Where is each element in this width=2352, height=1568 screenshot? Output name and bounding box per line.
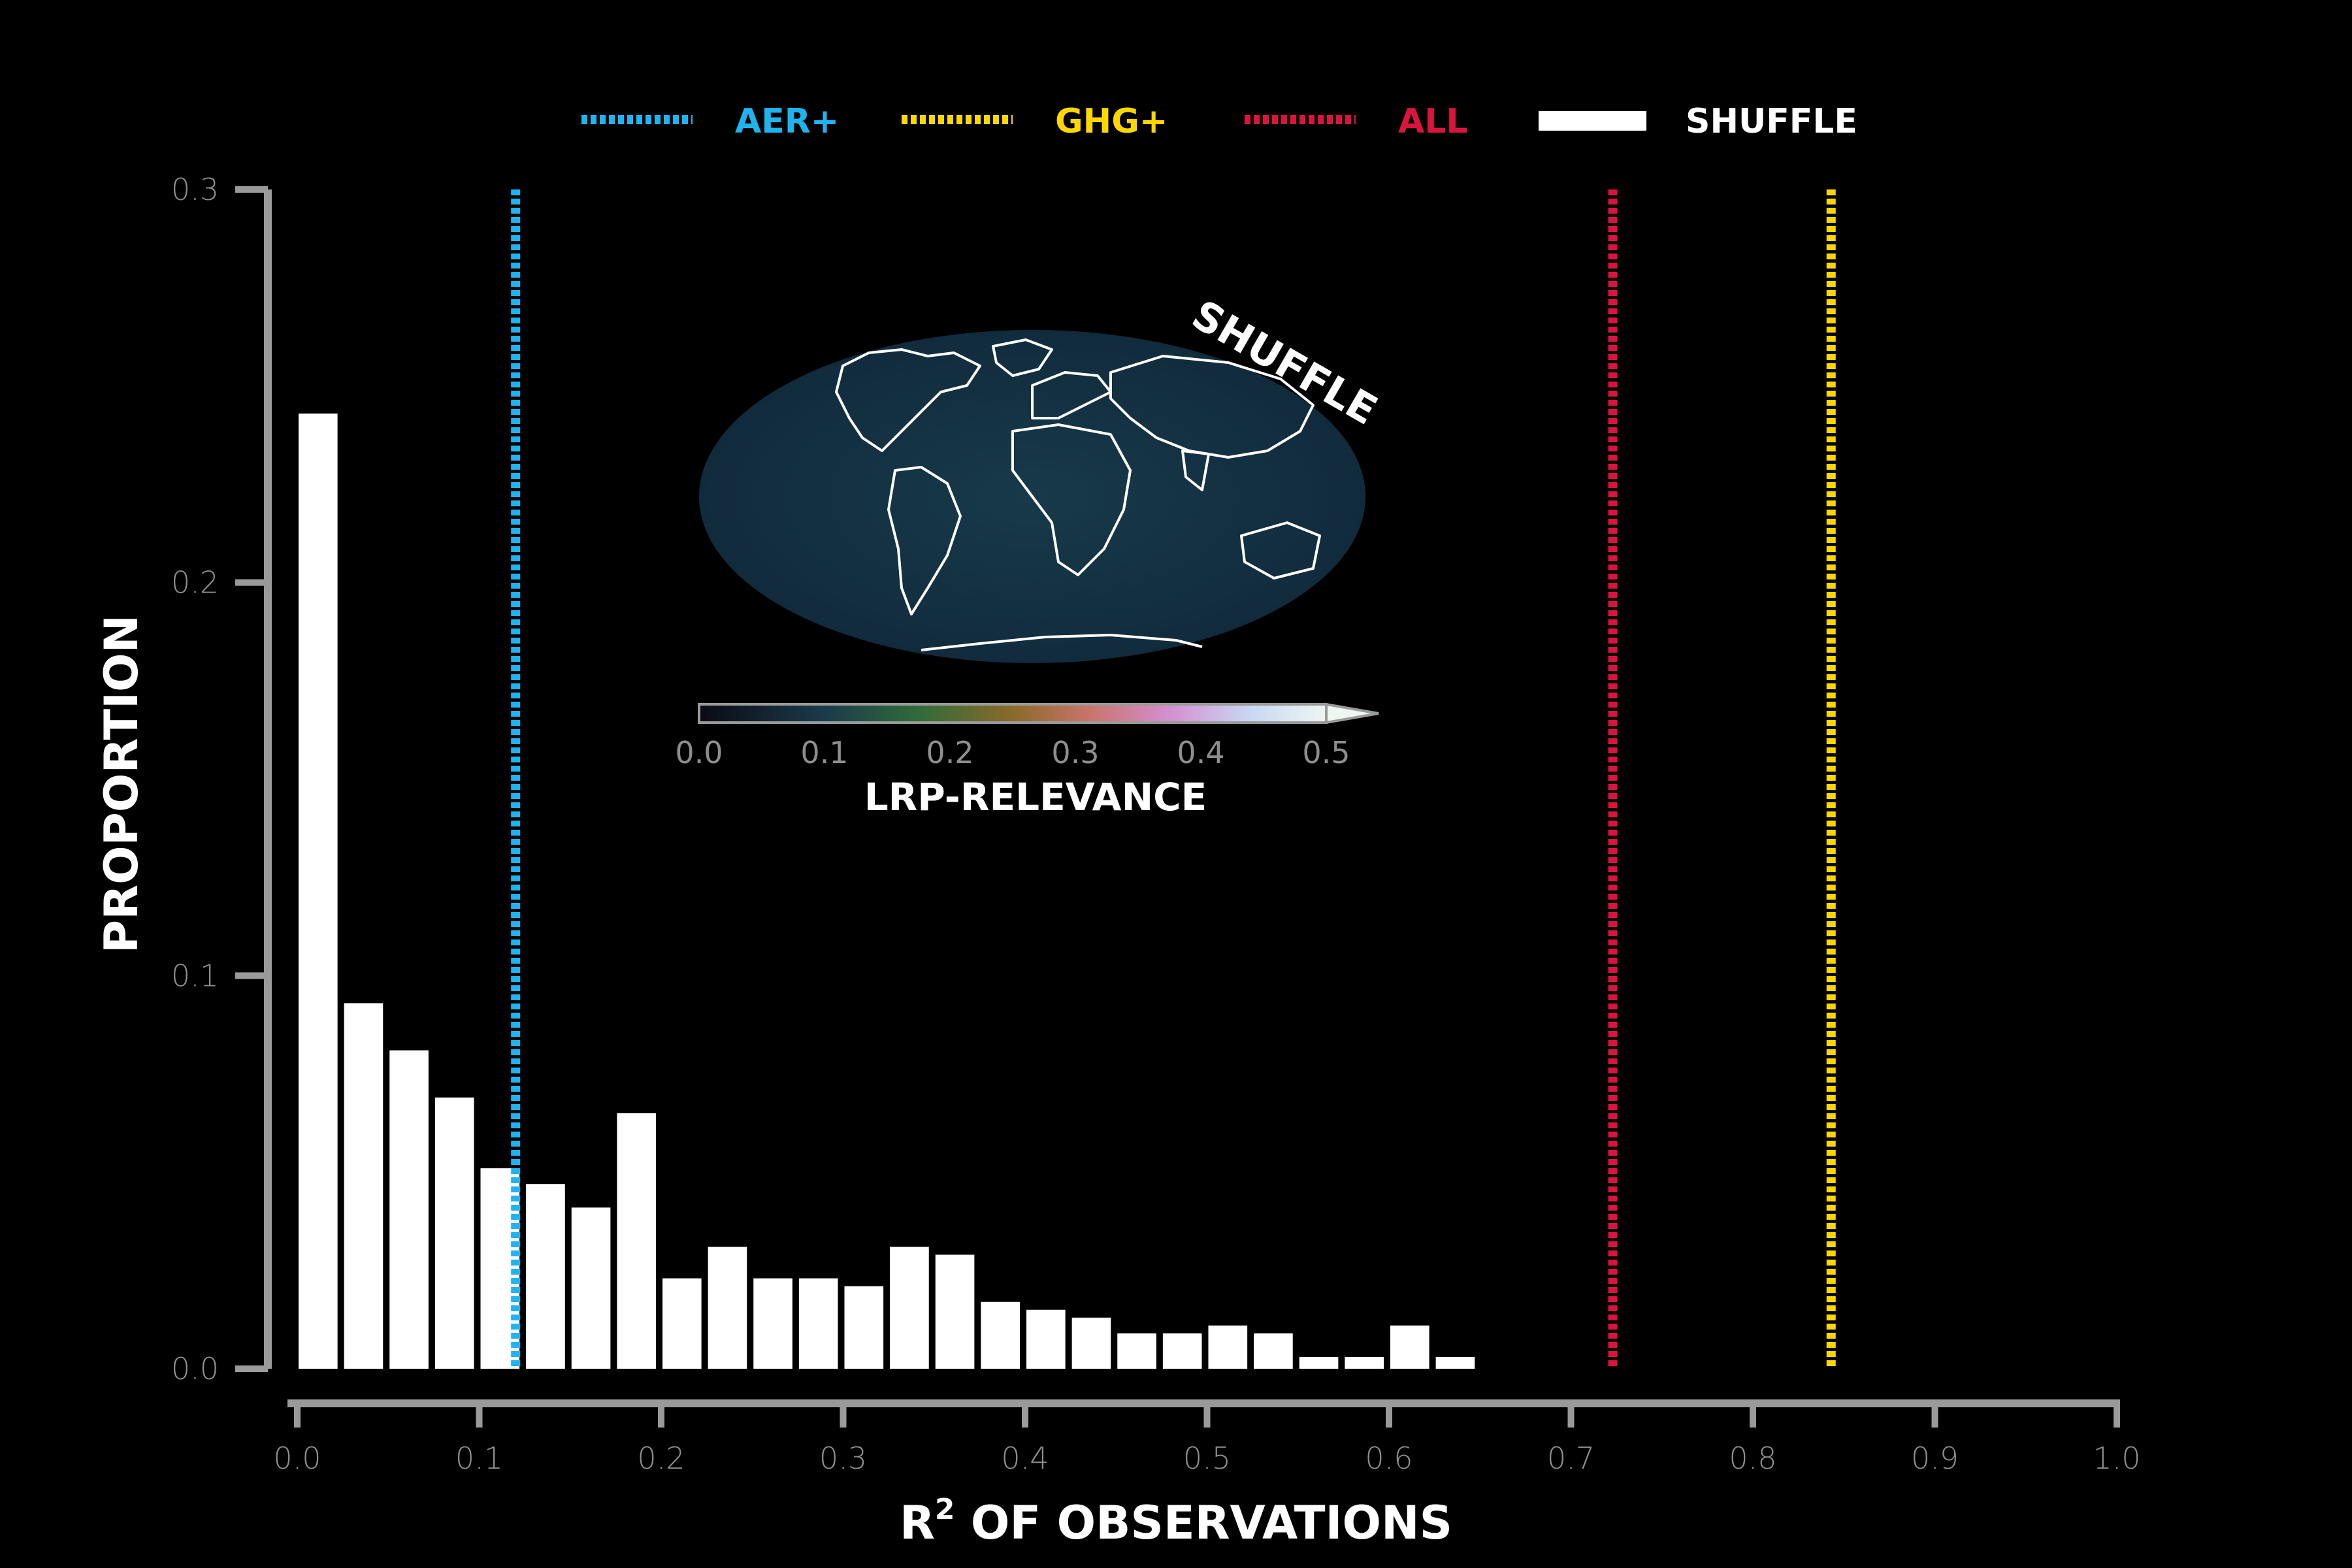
legend-label: SHUFFLE: [1686, 102, 1857, 141]
histogram-bar: [1162, 1333, 1202, 1369]
x-tick-label: 1.0: [2093, 1441, 2140, 1476]
histogram-bar: [935, 1254, 975, 1369]
histogram-bar: [389, 1050, 429, 1369]
x-tick-label: 0.6: [1365, 1441, 1413, 1476]
histogram-bar: [662, 1278, 702, 1369]
histogram-bar: [1435, 1356, 1475, 1369]
histogram-bar: [617, 1113, 656, 1369]
legend-label: ALL: [1398, 102, 1468, 141]
legend-label: GHG+: [1055, 102, 1168, 141]
y-axis-label: PROPORTION: [95, 615, 148, 953]
x-axis-label: R2 OF OBSERVATIONS: [900, 1493, 1452, 1550]
colorbar-ticks: 0.0 0.1 0.2 0.3 0.4 0.5: [675, 735, 1350, 770]
histogram-bar: [434, 1097, 474, 1369]
histogram-bar: [299, 413, 338, 1369]
histogram-bar: [708, 1247, 747, 1369]
histogram-bar: [571, 1207, 611, 1369]
x-axis-label-main: R: [900, 1496, 935, 1550]
x-tick-label: 0.0: [273, 1441, 321, 1476]
histogram-bar: [526, 1184, 565, 1369]
histogram-bar: [1117, 1333, 1156, 1369]
colorbar-tick-label: 0.2: [926, 735, 973, 770]
histogram-bar: [344, 1003, 384, 1369]
histogram-bar: [1254, 1333, 1293, 1369]
x-axis-label-superscript: 2: [935, 1493, 955, 1526]
x-axis-label-suffix: OF OBSERVATIONS: [955, 1496, 1453, 1550]
inset-map-panel: SHUFFLE 0.0 0.1 0.2 0.3 0.4 0.5 LRP-RELEVANCE: [675, 291, 1385, 819]
colorbar: [698, 703, 1328, 724]
y-tick-label: 0.2: [171, 565, 219, 600]
histogram-bar: [844, 1286, 884, 1369]
histogram-bar: [1390, 1325, 1429, 1369]
colorbar-tick-label: 0.5: [1302, 735, 1350, 770]
colorbar-tick-label: 0.0: [675, 735, 723, 770]
histogram-bar: [798, 1278, 838, 1369]
colorbar-tick-label: 0.4: [1177, 735, 1224, 770]
legend: AER+ GHG+ ALL SHUFFLE: [581, 102, 1857, 141]
histogram-bar: [981, 1301, 1020, 1369]
continent-outlines: [835, 338, 1321, 651]
x-tick-label: 0.8: [1729, 1441, 1776, 1476]
histogram-bar: [890, 1247, 929, 1369]
y-tick-label: 0.0: [171, 1351, 219, 1386]
legend-label: AER+: [735, 102, 839, 141]
colorbar-tick-label: 0.1: [800, 735, 848, 770]
x-tick-label: 0.2: [637, 1441, 685, 1476]
y-tick-label: 0.1: [171, 958, 219, 993]
histogram-bar: [1345, 1356, 1384, 1369]
histogram-bars: [299, 413, 1475, 1369]
legend-swatch: [1539, 111, 1646, 131]
x-tick-label: 0.9: [1911, 1441, 1959, 1476]
histogram-bar: [1071, 1317, 1111, 1369]
y-tick-label: 0.3: [171, 172, 219, 207]
histogram-bar: [1208, 1325, 1248, 1369]
axes: 0.0 0.1 0.2 0.3 0.0 0.1 0.2 0.3 0.4 0.5 0.6 0.7 0.8 0…: [171, 172, 2141, 1476]
colorbar-tick-label: 0.3: [1051, 735, 1099, 770]
colorbar-label: LRP-RELEVANCE: [864, 775, 1207, 819]
histogram-bar: [1299, 1356, 1339, 1369]
x-tick-label: 0.7: [1547, 1441, 1595, 1476]
histogram-bar: [753, 1278, 792, 1369]
x-tick-label: 0.1: [455, 1441, 503, 1476]
reference-lines: [511, 189, 1836, 1369]
x-tick-label: 0.4: [1001, 1441, 1049, 1476]
x-tick-label: 0.3: [819, 1441, 867, 1476]
colorbar-extend-arrow: [1325, 702, 1379, 725]
histogram-bar: [1026, 1309, 1066, 1369]
x-tick-label: 0.5: [1183, 1441, 1231, 1476]
